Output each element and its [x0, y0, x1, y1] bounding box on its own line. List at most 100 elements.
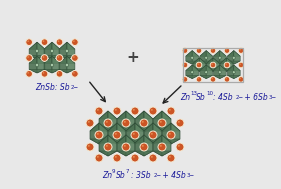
Circle shape: [106, 121, 108, 123]
Circle shape: [167, 131, 175, 139]
Circle shape: [225, 64, 228, 67]
Circle shape: [115, 109, 117, 111]
Polygon shape: [192, 51, 199, 64]
Circle shape: [106, 144, 110, 148]
Circle shape: [212, 64, 213, 65]
Polygon shape: [117, 123, 126, 144]
Circle shape: [182, 77, 188, 82]
Circle shape: [191, 56, 194, 59]
Polygon shape: [213, 51, 220, 64]
Text: 2−: 2−: [71, 85, 79, 90]
Polygon shape: [126, 123, 135, 144]
Circle shape: [210, 48, 216, 53]
Circle shape: [97, 109, 99, 111]
Polygon shape: [59, 69, 75, 73]
Polygon shape: [99, 151, 117, 156]
Polygon shape: [207, 58, 213, 71]
Circle shape: [158, 143, 166, 151]
Circle shape: [212, 49, 213, 50]
Text: 2−: 2−: [154, 173, 162, 178]
Circle shape: [238, 48, 244, 53]
Circle shape: [73, 56, 75, 58]
Polygon shape: [220, 58, 226, 71]
Polygon shape: [153, 151, 171, 156]
Circle shape: [122, 119, 130, 127]
Polygon shape: [193, 68, 206, 71]
Polygon shape: [200, 61, 213, 64]
Polygon shape: [227, 65, 240, 71]
Circle shape: [225, 64, 227, 65]
Circle shape: [131, 107, 139, 115]
Polygon shape: [135, 151, 153, 156]
Polygon shape: [220, 68, 233, 71]
Circle shape: [239, 78, 241, 79]
Polygon shape: [90, 139, 108, 144]
Polygon shape: [37, 42, 45, 59]
Polygon shape: [144, 139, 162, 144]
Circle shape: [191, 71, 194, 74]
Text: 2−: 2−: [236, 95, 244, 100]
Circle shape: [183, 64, 185, 65]
Polygon shape: [44, 56, 60, 63]
Circle shape: [196, 77, 202, 82]
Circle shape: [113, 154, 121, 162]
Text: ZnSb: Sb: ZnSb: Sb: [35, 83, 69, 92]
Circle shape: [26, 70, 33, 77]
Polygon shape: [135, 111, 144, 132]
Circle shape: [149, 154, 157, 162]
Polygon shape: [200, 51, 206, 64]
Circle shape: [27, 72, 29, 74]
Polygon shape: [99, 135, 117, 143]
Circle shape: [210, 62, 216, 68]
Polygon shape: [144, 123, 153, 144]
Polygon shape: [162, 139, 180, 144]
Circle shape: [205, 56, 208, 59]
Polygon shape: [234, 51, 240, 64]
Circle shape: [72, 55, 78, 61]
Polygon shape: [213, 61, 226, 64]
Polygon shape: [227, 51, 234, 64]
Polygon shape: [59, 55, 75, 59]
Polygon shape: [220, 58, 233, 63]
Circle shape: [212, 78, 213, 79]
Circle shape: [142, 145, 144, 147]
Circle shape: [26, 39, 33, 46]
Circle shape: [72, 70, 78, 77]
Polygon shape: [90, 123, 99, 144]
Polygon shape: [153, 135, 162, 156]
Polygon shape: [200, 51, 213, 56]
Text: +: +: [127, 50, 139, 66]
Circle shape: [142, 121, 144, 123]
Circle shape: [43, 40, 44, 42]
Polygon shape: [126, 111, 135, 132]
Circle shape: [133, 133, 135, 135]
Circle shape: [212, 64, 214, 67]
Circle shape: [149, 131, 157, 139]
Circle shape: [106, 120, 110, 124]
Polygon shape: [29, 56, 37, 73]
Circle shape: [160, 144, 164, 148]
Circle shape: [41, 39, 48, 46]
Circle shape: [88, 121, 90, 123]
Polygon shape: [126, 135, 135, 156]
Polygon shape: [206, 65, 213, 79]
Circle shape: [35, 49, 39, 53]
Polygon shape: [227, 61, 240, 64]
Text: 3−: 3−: [187, 173, 195, 178]
Circle shape: [176, 119, 184, 127]
Circle shape: [133, 109, 135, 111]
Circle shape: [182, 62, 188, 68]
Polygon shape: [213, 65, 220, 79]
Circle shape: [167, 107, 175, 115]
Circle shape: [113, 107, 121, 115]
Polygon shape: [206, 51, 213, 64]
Polygon shape: [186, 65, 192, 79]
Polygon shape: [171, 123, 180, 144]
Circle shape: [142, 120, 146, 124]
Polygon shape: [186, 61, 199, 64]
Polygon shape: [186, 51, 192, 64]
Text: 9: 9: [112, 169, 115, 174]
Circle shape: [56, 55, 63, 61]
Circle shape: [95, 131, 103, 139]
Circle shape: [26, 55, 33, 61]
